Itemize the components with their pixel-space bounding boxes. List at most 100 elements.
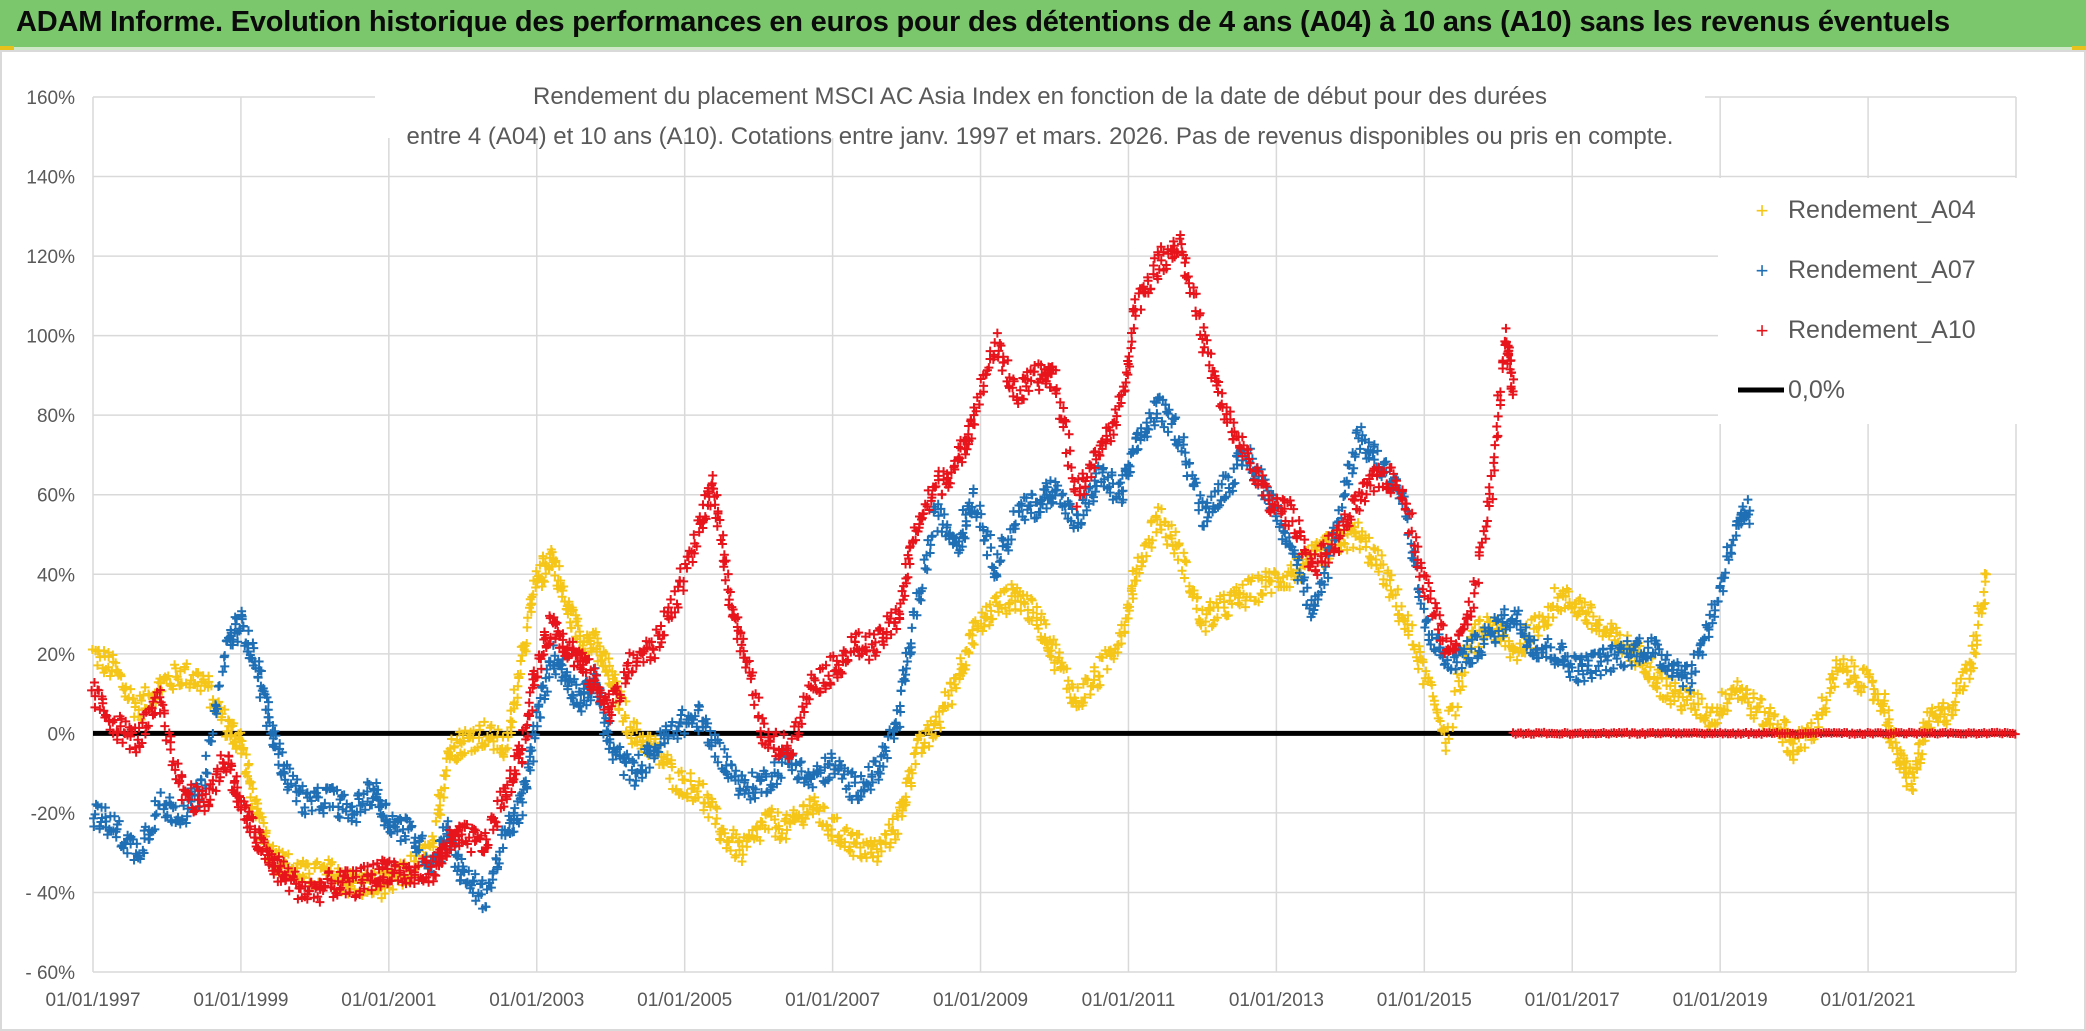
point-rendement-a07 — [825, 759, 835, 769]
point-rendement-a04 — [1171, 527, 1181, 537]
point-rendement-a07 — [1347, 468, 1357, 478]
point-rendement-a07 — [464, 866, 474, 876]
point-rendement-a07 — [871, 757, 881, 767]
x-tick-label: 01/01/1997 — [45, 990, 140, 1011]
point-rendement-a04 — [1037, 609, 1047, 619]
corner-accent-left — [0, 46, 14, 50]
point-rendement-a04 — [1408, 640, 1418, 650]
point-rendement-a07 — [214, 681, 224, 691]
point-rendement-a07 — [1152, 409, 1162, 419]
point-rendement-a04 — [1884, 714, 1894, 724]
point-rendement-a04 — [969, 640, 979, 650]
point-rendement-a07 — [654, 747, 664, 757]
point-rendement-a04 — [614, 705, 624, 715]
point-rendement-a07 — [111, 832, 121, 842]
point-rendement-a04 — [1679, 700, 1689, 710]
point-rendement-a07 — [536, 682, 546, 692]
point-rendement-a04 — [168, 684, 178, 694]
point-rendement-a04 — [433, 790, 443, 800]
point-rendement-a04 — [1192, 592, 1202, 602]
point-rendement-a04 — [1956, 674, 1966, 684]
point-rendement-a04 — [1278, 572, 1288, 582]
point-rendement-a04 — [493, 725, 503, 735]
y-tick-label: 80% — [37, 406, 75, 427]
point-rendement-a10 — [224, 751, 234, 761]
point-rendement-a07 — [1098, 463, 1108, 473]
point-rendement-a04 — [522, 622, 532, 632]
point-rendement-a04 — [1492, 624, 1502, 634]
point-rendement-a04 — [1748, 689, 1758, 699]
point-rendement-a04 — [1968, 663, 1978, 673]
point-rendement-a04 — [1137, 561, 1147, 571]
point-rendement-a04 — [985, 600, 995, 610]
point-rendement-a07 — [371, 778, 381, 788]
point-rendement-a04 — [1132, 576, 1142, 586]
point-rendement-a07 — [347, 816, 357, 826]
point-rendement-a04 — [557, 592, 567, 602]
point-rendement-a10 — [1052, 384, 1062, 394]
point-rendement-a04 — [1374, 567, 1384, 577]
point-rendement-a04 — [1577, 602, 1587, 612]
point-rendement-a07 — [469, 877, 479, 887]
point-rendement-a04 — [506, 728, 516, 738]
point-rendement-a07 — [827, 753, 837, 763]
point-rendement-a07 — [494, 858, 504, 868]
point-rendement-a07 — [731, 766, 741, 776]
point-rendement-a04 — [1884, 705, 1894, 715]
point-rendement-a04 — [1512, 655, 1522, 665]
point-rendement-a04 — [862, 837, 872, 847]
point-rendement-a04 — [1432, 705, 1442, 715]
point-rendement-a04 — [1054, 648, 1064, 658]
point-rendement-a07 — [471, 896, 481, 906]
point-rendement-a07 — [745, 794, 755, 804]
point-rendement-a07 — [218, 667, 228, 677]
point-rendement-a07 — [522, 783, 532, 793]
point-rendement-a10 — [1136, 305, 1146, 315]
point-rendement-a04 — [452, 754, 462, 764]
point-rendement-a04 — [847, 828, 857, 838]
point-rendement-a04 — [1207, 621, 1217, 631]
point-rendement-a07 — [824, 773, 834, 783]
point-rendement-a07 — [300, 809, 310, 819]
point-rendement-a04 — [263, 839, 273, 849]
point-rendement-a07 — [486, 883, 496, 893]
point-rendement-a04 — [1904, 769, 1913, 779]
point-rendement-a10 — [962, 444, 972, 454]
point-rendement-a04 — [248, 784, 258, 794]
point-rendement-a04 — [516, 669, 526, 679]
point-rendement-a10 — [621, 678, 630, 688]
point-rendement-a04 — [1027, 615, 1037, 625]
point-rendement-a04 — [888, 814, 898, 824]
point-rendement-a10 — [719, 550, 729, 560]
point-rendement-a07 — [538, 681, 548, 691]
point-rendement-a07 — [414, 845, 424, 855]
point-rendement-a04 — [1965, 674, 1975, 684]
point-rendement-a07 — [677, 705, 687, 715]
point-rendement-a04 — [1377, 550, 1387, 560]
point-rendement-a04 — [439, 792, 449, 802]
point-rendement-a04 — [312, 857, 322, 867]
point-rendement-a04 — [1051, 640, 1061, 650]
point-rendement-a04 — [818, 802, 828, 812]
point-rendement-a07 — [1687, 678, 1697, 688]
point-rendement-a04 — [1094, 671, 1104, 681]
point-rendement-a04 — [1967, 659, 1976, 669]
point-rendement-a04 — [1979, 587, 1989, 597]
point-rendement-a07 — [275, 739, 285, 749]
point-rendement-a04 — [1364, 533, 1374, 543]
point-rendement-a04 — [1821, 695, 1831, 705]
point-rendement-a07 — [406, 822, 416, 832]
point-rendement-a04 — [967, 625, 977, 635]
point-rendement-a07 — [150, 824, 160, 834]
point-rendement-a04 — [1033, 624, 1043, 634]
point-rendement-a07 — [576, 706, 586, 716]
point-rendement-a04 — [1778, 737, 1788, 747]
point-rendement-a07 — [514, 818, 524, 828]
point-rendement-a07 — [542, 687, 552, 697]
point-rendement-a04 — [567, 623, 577, 633]
point-rendement-a07 — [615, 742, 625, 752]
point-rendement-a04 — [1208, 619, 1218, 629]
point-rendement-a04 — [246, 792, 256, 802]
point-rendement-a07 — [722, 752, 732, 762]
point-rendement-a04 — [1381, 581, 1391, 591]
